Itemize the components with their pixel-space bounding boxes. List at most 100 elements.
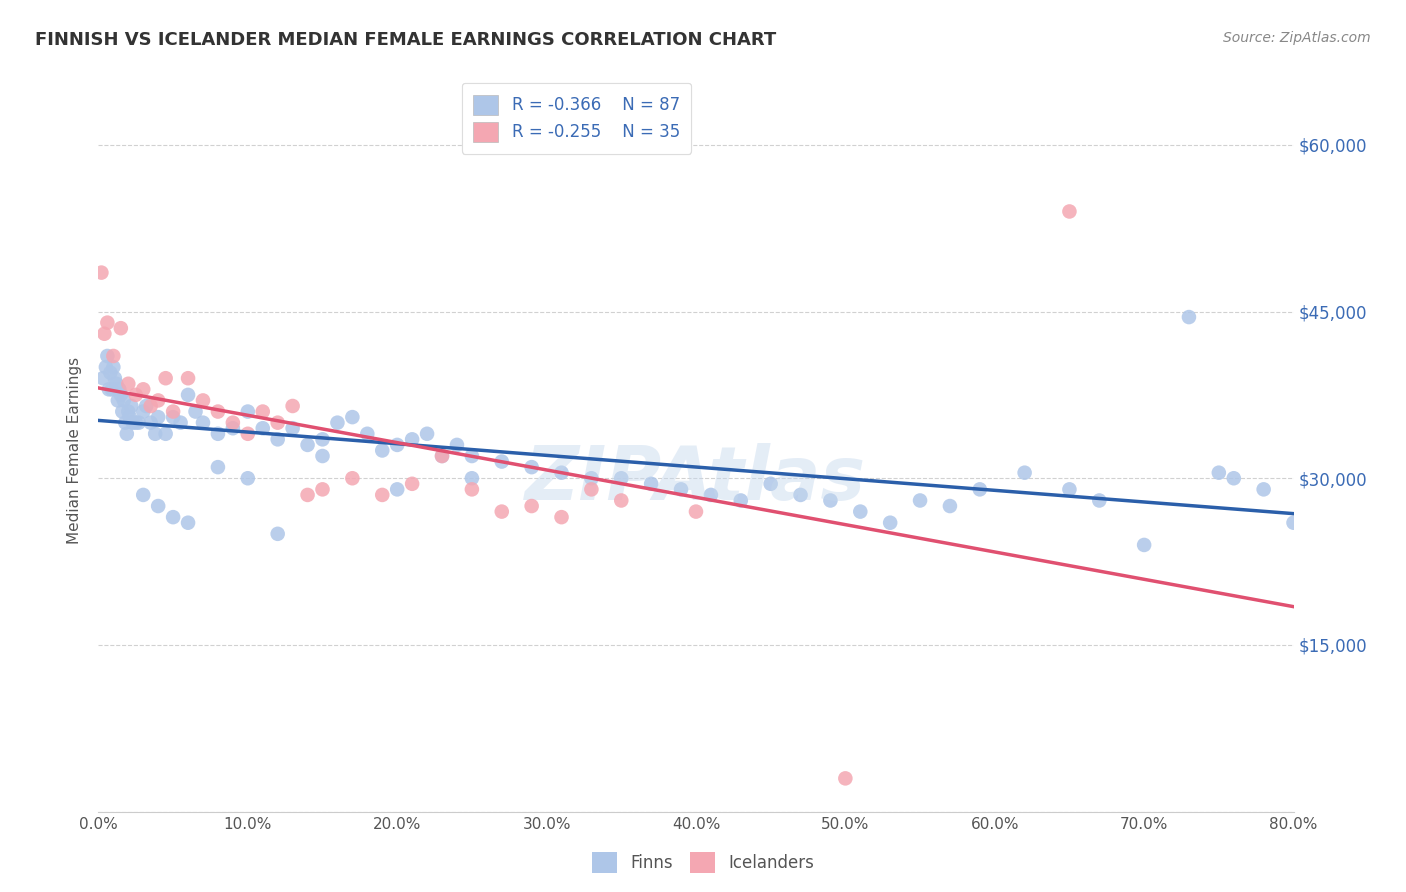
Point xyxy=(1059,483,1081,497)
Point xyxy=(108,382,131,396)
Point xyxy=(446,438,468,452)
Point xyxy=(118,410,141,425)
Point xyxy=(90,266,112,280)
Point xyxy=(120,399,142,413)
Point xyxy=(96,316,118,330)
Point xyxy=(326,416,349,430)
Point xyxy=(1178,310,1201,324)
Point xyxy=(139,399,162,413)
Point xyxy=(93,326,115,341)
Point xyxy=(416,426,439,441)
Point xyxy=(125,388,148,402)
Point xyxy=(461,483,484,497)
Point xyxy=(132,404,155,418)
Point xyxy=(96,349,118,363)
Legend: Finns, Icelanders: Finns, Icelanders xyxy=(585,846,821,880)
Point xyxy=(581,483,603,497)
Point xyxy=(207,460,229,475)
Point xyxy=(461,471,484,485)
Point xyxy=(177,516,200,530)
Point xyxy=(311,433,333,447)
Point xyxy=(610,493,633,508)
Point xyxy=(311,483,333,497)
Point xyxy=(834,772,856,786)
Point xyxy=(385,483,409,497)
Point xyxy=(155,371,177,385)
Point xyxy=(148,499,170,513)
Point xyxy=(297,488,319,502)
Point xyxy=(939,499,962,513)
Point xyxy=(252,421,274,435)
Point xyxy=(371,443,394,458)
Point xyxy=(267,433,290,447)
Point xyxy=(222,416,245,430)
Point xyxy=(401,433,423,447)
Point xyxy=(581,471,603,485)
Point xyxy=(236,404,259,418)
Point xyxy=(191,393,214,408)
Point xyxy=(101,382,124,396)
Point xyxy=(128,416,150,430)
Point xyxy=(115,426,138,441)
Point xyxy=(236,426,259,441)
Point xyxy=(640,476,662,491)
Point xyxy=(121,416,143,430)
Point xyxy=(91,371,114,385)
Point xyxy=(222,421,245,435)
Point xyxy=(103,360,125,375)
Point xyxy=(1088,493,1111,508)
Point xyxy=(162,510,184,524)
Point xyxy=(207,404,229,418)
Point xyxy=(759,476,782,491)
Point xyxy=(105,376,128,391)
Point xyxy=(104,371,127,385)
Point xyxy=(117,404,139,418)
Point xyxy=(550,466,572,480)
Point xyxy=(820,493,842,508)
Point xyxy=(401,476,423,491)
Point xyxy=(155,426,177,441)
Point xyxy=(385,438,409,452)
Point xyxy=(371,488,394,502)
Point xyxy=(491,505,513,519)
Point xyxy=(430,449,453,463)
Point xyxy=(1014,466,1036,480)
Point xyxy=(969,483,991,497)
Point xyxy=(148,410,170,425)
Point xyxy=(520,499,543,513)
Point xyxy=(98,366,122,380)
Point xyxy=(685,505,707,519)
Point xyxy=(112,393,135,408)
Point xyxy=(114,416,136,430)
Text: Source: ZipAtlas.com: Source: ZipAtlas.com xyxy=(1223,31,1371,45)
Point xyxy=(103,349,125,363)
Text: FINNISH VS ICELANDER MEDIAN FEMALE EARNINGS CORRELATION CHART: FINNISH VS ICELANDER MEDIAN FEMALE EARNI… xyxy=(35,31,776,49)
Point xyxy=(281,421,304,435)
Point xyxy=(135,399,157,413)
Point xyxy=(1223,471,1246,485)
Point xyxy=(789,488,811,502)
Point xyxy=(97,382,120,396)
Point xyxy=(849,505,872,519)
Point xyxy=(491,454,513,468)
Point xyxy=(908,493,931,508)
Point xyxy=(520,460,543,475)
Point xyxy=(610,471,633,485)
Point xyxy=(1133,538,1156,552)
Point xyxy=(162,404,184,418)
Point xyxy=(139,416,162,430)
Point xyxy=(461,449,484,463)
Point xyxy=(110,388,132,402)
Point xyxy=(342,471,364,485)
Point xyxy=(111,404,134,418)
Point xyxy=(236,471,259,485)
Point xyxy=(430,449,453,463)
Point xyxy=(879,516,901,530)
Point xyxy=(169,416,191,430)
Legend: R = -0.366    N = 87, R = -0.255    N = 35: R = -0.366 N = 87, R = -0.255 N = 35 xyxy=(461,83,692,153)
Point xyxy=(267,416,290,430)
Point xyxy=(356,426,378,441)
Point xyxy=(252,404,274,418)
Point xyxy=(177,371,200,385)
Point xyxy=(730,493,752,508)
